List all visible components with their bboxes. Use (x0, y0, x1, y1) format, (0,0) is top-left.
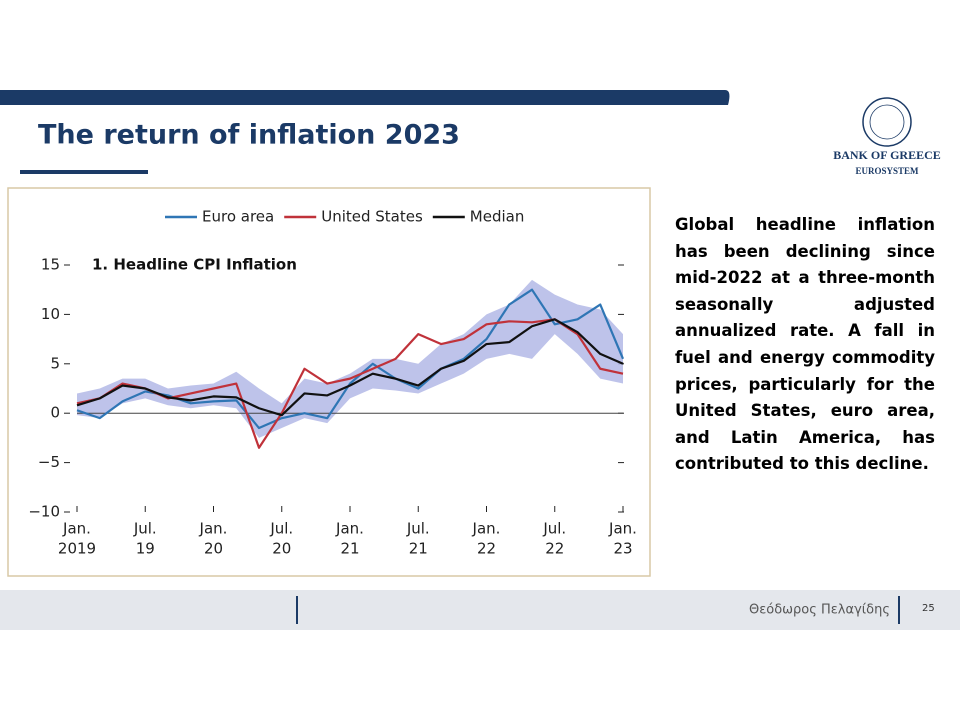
logo-name: BANK OF GREECE (833, 148, 941, 162)
x-tick-label: 21 (409, 540, 428, 558)
body-text: Global headline inflation has been decli… (675, 215, 935, 474)
range-band (77, 279, 623, 438)
y-tick-label: 5 (50, 354, 60, 372)
x-tick-label: Jan. (335, 520, 364, 538)
footer-name: Θεόδωρος Πελαγίδης (749, 603, 890, 618)
x-tick-label: 2019 (58, 540, 96, 558)
x-tick-label: 19 (136, 540, 155, 558)
logo-emblem (862, 97, 912, 147)
logo-sub: EUROSYSTEM (855, 166, 919, 176)
x-tick-label: 20 (272, 540, 291, 558)
x-tick-label: 22 (545, 540, 564, 558)
slide-title: The return of inflation 2023 (38, 120, 460, 151)
footer-band (0, 590, 960, 630)
series-line (76, 318, 624, 417)
x-tick-label: 20 (204, 540, 223, 558)
series-line (76, 288, 625, 430)
y-tick-label: 10 (41, 305, 60, 323)
x-tick-label: Jul. (542, 520, 566, 538)
y-tick-label: −5 (38, 453, 60, 471)
chart: 151050−5−10Jan.2019Jul.19Jan.20Jul.20Jan… (28, 208, 637, 558)
title-underline (20, 170, 148, 174)
logo-emblem-inner (869, 104, 905, 140)
x-tick-label: 23 (613, 540, 632, 558)
x-tick-label: 21 (340, 540, 359, 558)
legend-label: United States (321, 208, 423, 226)
x-tick-label: 22 (477, 540, 496, 558)
x-tick-label: Jan. (199, 520, 228, 538)
y-tick-label: −10 (28, 503, 60, 521)
x-tick-label: Jul. (406, 520, 430, 538)
footer-divider (898, 596, 900, 624)
x-tick-label: Jan. (472, 520, 501, 538)
x-tick-label: Jul. (133, 520, 157, 538)
legend-label: Median (470, 208, 525, 226)
legend-label: Euro area (202, 208, 274, 226)
x-tick-label: Jan. (62, 520, 91, 538)
chart-frame (7, 187, 651, 577)
x-tick-label: Jan. (608, 520, 637, 538)
page-number: 25 (922, 603, 935, 614)
y-tick-label: 15 (41, 256, 60, 274)
chart-subtitle: 1. Headline CPI Inflation (92, 256, 297, 274)
y-tick-label: 0 (50, 404, 60, 422)
top-bar (0, 90, 730, 105)
footer-divider (296, 596, 298, 624)
x-tick-label: Jul. (269, 520, 293, 538)
